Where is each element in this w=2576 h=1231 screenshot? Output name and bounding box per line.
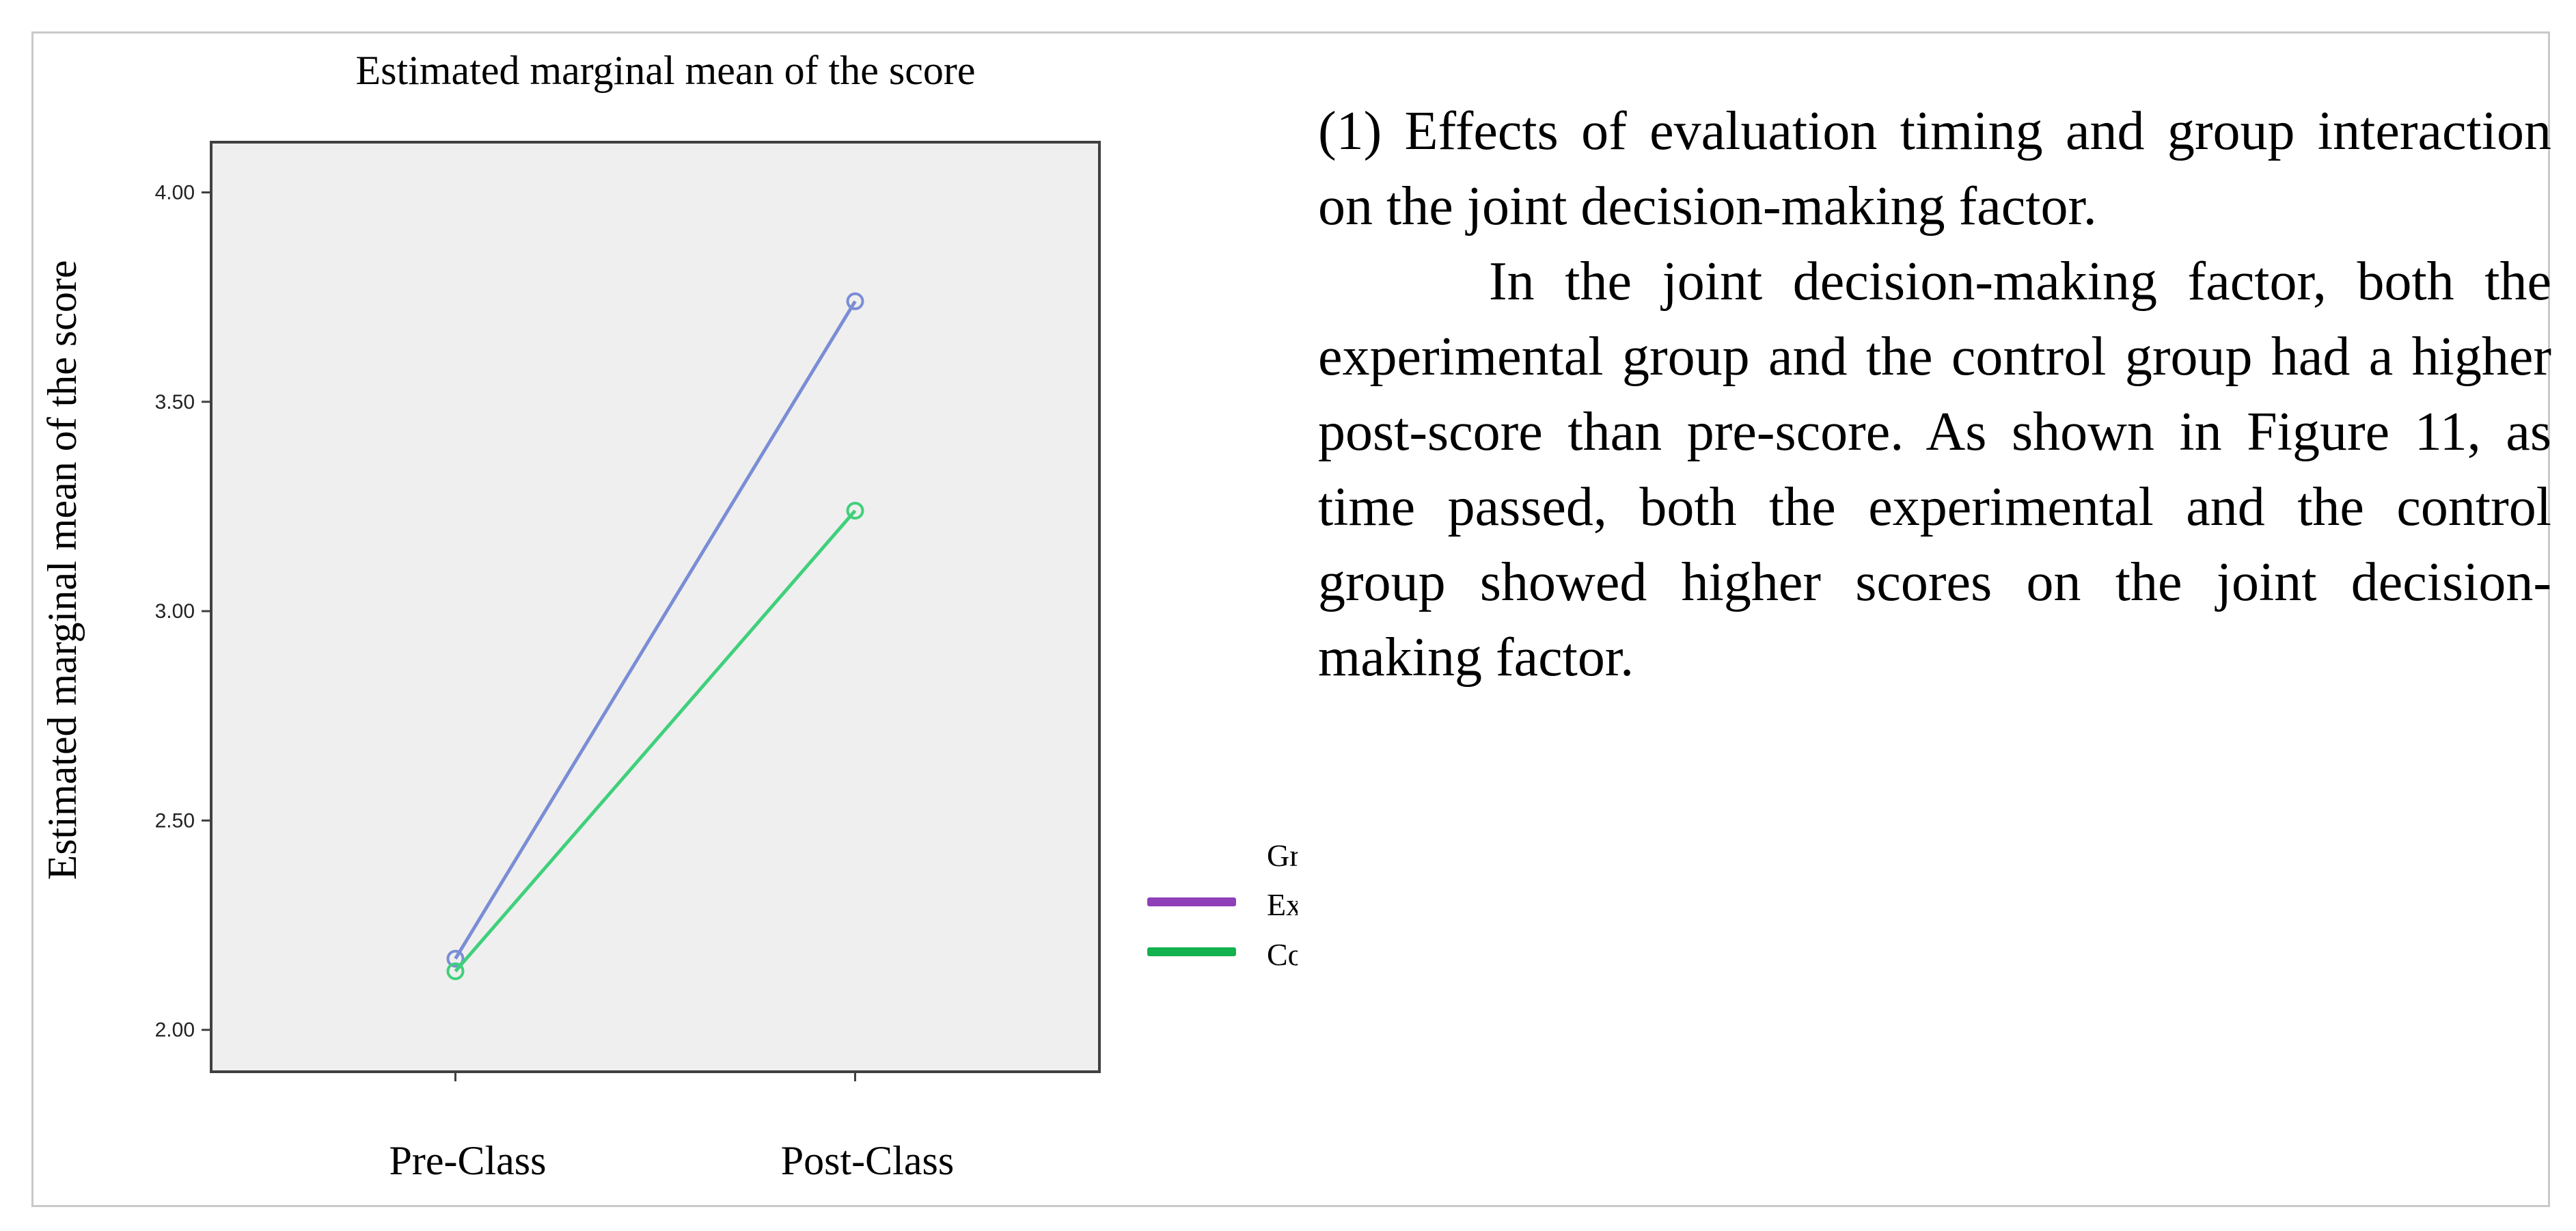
section-heading: (1) Effects of evaluation timing and gro… (1318, 101, 2551, 236)
data-point-control (846, 502, 864, 520)
x-tick-label: Pre-Class (389, 1138, 547, 1183)
legend-label-control: Control (1267, 937, 1298, 972)
x-tick-label: Post-Class (781, 1138, 954, 1183)
x-axis-ticks: Pre-Class Post-Class (389, 1072, 954, 1183)
series-layer (446, 292, 864, 980)
data-point-control (446, 962, 465, 980)
legend-swatch-experimental (1147, 897, 1236, 906)
y-tick-label: 3.50 (155, 391, 195, 414)
y-tick-label: 2.00 (155, 1019, 195, 1042)
y-tick-label: 2.50 (155, 809, 195, 832)
series-line-control (454, 509, 857, 973)
figure-frame: Estimated marginal mean of the score Est… (31, 31, 2551, 1207)
body-text: (1) Effects of evaluation timing and gro… (1318, 94, 2551, 695)
legend-label-experimental: Experimental (1267, 887, 1298, 922)
y-axis-ticks: 2.00 2.50 3.00 3.50 4.00 (155, 182, 211, 1042)
section-paragraph: In the joint decision-making factor, bot… (1318, 252, 2551, 688)
y-axis-label: Estimated marginal mean of the score (40, 260, 85, 880)
legend-swatch-control (1147, 947, 1236, 956)
plot-area (210, 141, 1101, 1073)
y-tick-label: 3.00 (155, 600, 195, 623)
data-point-experimental (446, 949, 465, 968)
legend-title: Group (1267, 838, 1298, 873)
data-point-experimental (846, 292, 864, 310)
y-tick-label: 4.00 (155, 182, 195, 204)
legend: Group Experimental Control (1147, 838, 1298, 972)
chart-title: Estimated marginal mean of the score (356, 48, 976, 93)
line-chart: Estimated marginal mean of the score Est… (40, 48, 1298, 1183)
series-line-experimental (454, 300, 857, 960)
